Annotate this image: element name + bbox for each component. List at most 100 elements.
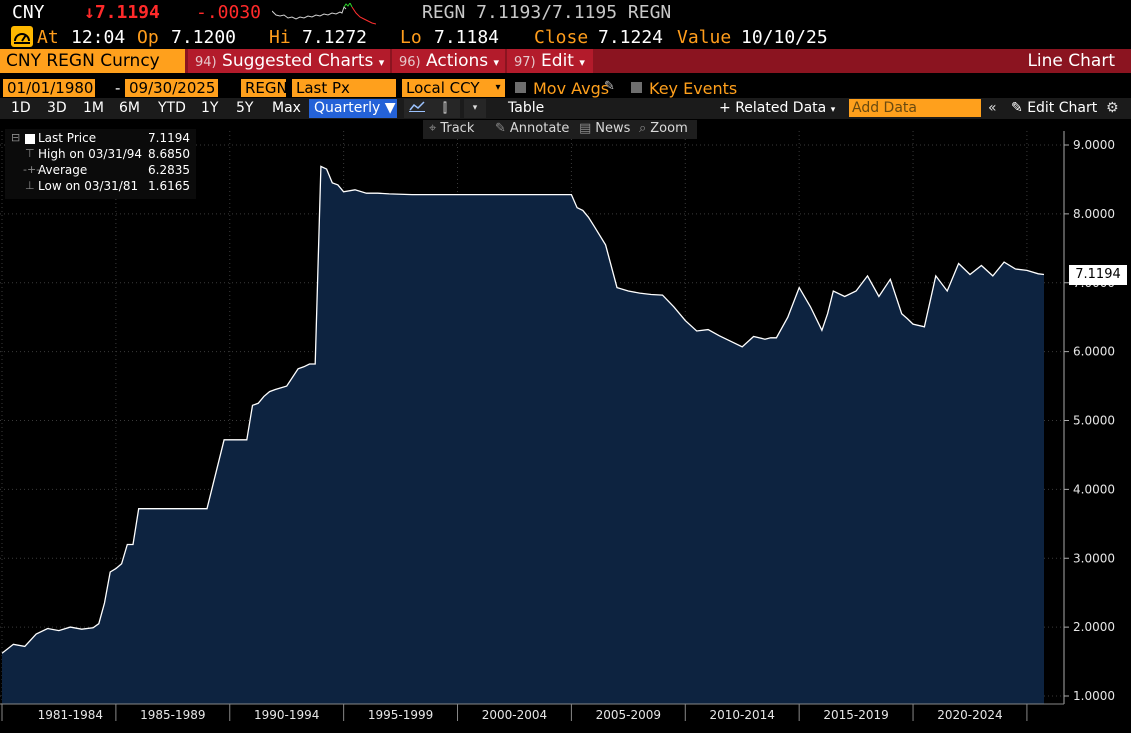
legend-high-value: 8.6850 [148, 147, 190, 161]
legend-high: ⊤ High on 03/31/94 8.6850 [5, 147, 196, 163]
range-3d[interactable]: 3D [47, 100, 67, 116]
x-tick-label: 2015-2019 [823, 708, 888, 722]
range-bar: 1D 3D 1M 6M YTD 1Y 5Y Max Quarterly ▼ ⫿ … [0, 98, 1131, 119]
chevron-down-icon[interactable]: ▾ [491, 79, 505, 97]
date-range-separator: - [115, 79, 121, 97]
line-chart-icon[interactable] [404, 99, 430, 118]
mov-avgs-checkbox[interactable] [515, 82, 526, 93]
end-date-field[interactable]: 09/30/2025 [125, 79, 218, 97]
x-tick-label: 1995-1999 [368, 708, 433, 722]
legend-last-price[interactable]: ⊟ Last Price 7.1194 [5, 131, 196, 147]
low-marker-icon: ⊥ [25, 179, 35, 192]
edit-button[interactable]: 97) Edit ▾ [507, 49, 593, 73]
actions-button[interactable]: 96) Actions ▾ [392, 49, 505, 73]
field-selector[interactable]: Last Px [292, 79, 396, 97]
chevron-down-icon[interactable]: ▾ [464, 99, 486, 118]
triangle-down-icon: ▼ [384, 100, 396, 116]
legend-low-value: 1.6165 [148, 179, 190, 193]
last-price-tag: 7.1194 [1069, 265, 1127, 285]
y-tick-label: 2.0000 [1073, 620, 1115, 634]
annotate-tool[interactable]: ✎ Annotate [495, 121, 569, 136]
range-ytd[interactable]: YTD [158, 100, 186, 116]
open-label: Op [137, 27, 159, 48]
range-max[interactable]: Max [272, 100, 301, 116]
track-tool[interactable]: ⌖ Track [429, 121, 474, 136]
chevron-down-icon: ▾ [830, 105, 836, 115]
legend-average-value: 6.2835 [148, 163, 190, 177]
chevron-down-icon: ▾ [493, 56, 500, 69]
add-data-input[interactable] [849, 99, 981, 117]
legend-low: ⊥ Low on 03/31/81 1.6165 [5, 179, 196, 195]
series-swatch [25, 134, 35, 144]
at-label: At [37, 27, 59, 48]
currency-selector[interactable]: Local CCY [402, 79, 491, 97]
x-axis: 1981-1984 1985-1989 1990-1994 1995-1999 2000… [0, 703, 1064, 722]
key-events-checkbox[interactable] [631, 82, 642, 93]
gauge-icon[interactable] [11, 26, 33, 47]
y-axis: 1.00002.00003.00004.00005.00006.00007.00… [1063, 131, 1115, 704]
bar-type-icon[interactable]: ⫿ [430, 99, 460, 118]
chart-legend: ⊟ Last Price 7.1194 ⊤ High on 03/31/94 8… [5, 129, 196, 199]
range-1y[interactable]: 1Y [201, 100, 219, 116]
x-tick-label: 2005-2009 [596, 708, 661, 722]
pricing-source-field[interactable]: REGN [241, 79, 288, 97]
legend-last-label: Last Price [38, 131, 97, 145]
edit-chart-button[interactable]: ✎ Edit Chart [1011, 100, 1097, 116]
chevron-down-icon: ▾ [579, 56, 585, 69]
x-tick-label: 2010-2014 [710, 708, 775, 722]
pencil-icon[interactable]: ✎ [604, 79, 615, 94]
suggested-charts-button[interactable]: 94) Suggested Charts ▾ [188, 49, 390, 73]
gear-icon[interactable]: ⚙ [1106, 100, 1119, 116]
quote-bar: CNY ↓7.1194 -.0030 REGN 7.1193/7.1195 RE… [0, 0, 1131, 26]
high-label: Hi [269, 27, 291, 48]
x-tick-label: 2000-2004 [482, 708, 547, 722]
y-tick-label: 8.0000 [1073, 207, 1115, 221]
related-data-button[interactable]: + Related Data ▾ [719, 100, 835, 116]
price-area-fill [2, 166, 1044, 704]
start-date-field[interactable]: 01/01/1980 [3, 79, 95, 97]
news-icon: ▤ [579, 121, 592, 136]
collapse-box-icon[interactable]: ⊟ [11, 131, 21, 144]
track-label: Track [440, 121, 475, 136]
price-chart[interactable]: 1.00002.00003.00004.00005.00006.00007.00… [0, 121, 1131, 733]
y-tick-label: 1.0000 [1073, 689, 1115, 703]
chart-tools: ⌖ Track ✎ Annotate ▤ News ⌕ Zoom [423, 120, 697, 139]
close-value: 7.1224 [598, 27, 664, 48]
chart-type-label: Line Chart [1027, 51, 1115, 71]
value-date: 10/10/25 [741, 27, 828, 48]
collapse-icon[interactable]: « [988, 100, 997, 116]
low-label: Lo [400, 27, 422, 48]
frequency-label: Quarterly [314, 100, 381, 116]
pencil-icon: ✎ [495, 121, 506, 136]
table-button[interactable]: Table [508, 100, 545, 116]
zoom-tool[interactable]: ⌕ Zoom [639, 121, 688, 136]
range-6m[interactable]: 6M [119, 100, 140, 116]
y-tick-label: 6.0000 [1073, 345, 1115, 359]
frequency-dropdown[interactable]: Quarterly ▼ [309, 99, 397, 118]
high-marker-icon: ⊤ [25, 147, 35, 160]
stats-bar: At 12:04 Op 7.1200 Hi 7.1272 Lo 7.1184 C… [0, 26, 1131, 49]
legend-high-label: High on 03/31/94 [38, 147, 143, 161]
news-tool[interactable]: ▤ News [579, 121, 630, 136]
x-tick-label: 1990-1994 [254, 708, 319, 722]
zoom-label: Zoom [650, 121, 688, 136]
pencil-icon: ✎ [1011, 100, 1023, 116]
related-data-label: Related Data [735, 100, 827, 116]
ticker-symbol[interactable]: CNY [12, 2, 45, 23]
range-5y[interactable]: 5Y [236, 100, 254, 116]
range-1d[interactable]: 1D [11, 100, 31, 116]
key-events-label[interactable]: Key Events [649, 79, 738, 98]
range-1m[interactable]: 1M [83, 100, 104, 116]
actions-number: 96) [399, 55, 421, 70]
suggested-charts-label: Suggested Charts [222, 51, 374, 71]
edit-label: Edit [541, 51, 574, 71]
y-tick-label: 5.0000 [1073, 414, 1115, 428]
bid-ask-quote: REGN 7.1193/7.1195 REGN [422, 2, 672, 23]
mov-avgs-label[interactable]: Mov Avgs [533, 79, 610, 98]
at-time: 12:04 [71, 27, 126, 48]
security-input[interactable]: CNY REGN Curncy [0, 49, 185, 73]
news-label: News [595, 121, 631, 136]
actions-label: Actions [426, 51, 489, 71]
value-date-label: Value [677, 27, 732, 48]
legend-average: -+- Average 6.2835 [5, 163, 196, 179]
